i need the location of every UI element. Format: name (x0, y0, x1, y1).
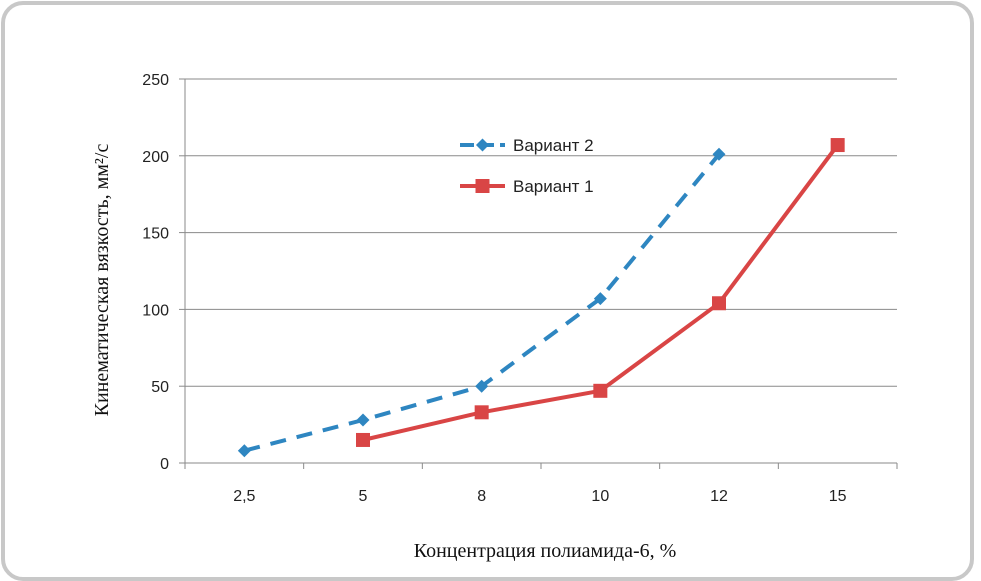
legend-label: Вариант 1 (513, 177, 594, 196)
data-point (356, 413, 370, 427)
data-point (830, 138, 845, 153)
x-tick-label: 8 (477, 488, 486, 505)
legend-marker (476, 138, 489, 152)
y-tick-label: 0 (160, 456, 169, 473)
x-tick-label: 10 (591, 488, 609, 505)
x-tick-label: 15 (829, 488, 847, 505)
legend-label: Вариант 2 (513, 136, 594, 155)
legend-marker (475, 179, 490, 193)
series-layer (237, 138, 845, 458)
y-tick-label: 100 (142, 302, 169, 319)
data-point (712, 147, 726, 161)
x-tick-label: 12 (710, 488, 728, 505)
x-tick-label: 2,5 (233, 488, 255, 505)
data-point (474, 405, 489, 420)
axes: 0 50 100 150 200 250 2,5 5 8 10 12 15 (142, 72, 898, 505)
y-tick-label: 200 (142, 149, 169, 166)
legend: Вариант 2 Вариант 1 (460, 136, 594, 196)
data-point (237, 444, 251, 458)
y-tick-label: 150 (142, 226, 169, 243)
x-tick-label: 5 (359, 488, 368, 505)
gridlines (185, 78, 897, 387)
data-point (475, 379, 489, 393)
data-point (593, 383, 608, 398)
data-point (356, 432, 370, 447)
x-axis-title: Концентрация полиамида-6, % (414, 540, 677, 562)
y-tick-label: 250 (142, 72, 169, 89)
y-axis-title: Кинематическая вязкость, мм²/с (91, 144, 113, 417)
y-tick-label: 50 (151, 379, 169, 396)
data-point (593, 292, 607, 306)
data-point (712, 296, 726, 311)
